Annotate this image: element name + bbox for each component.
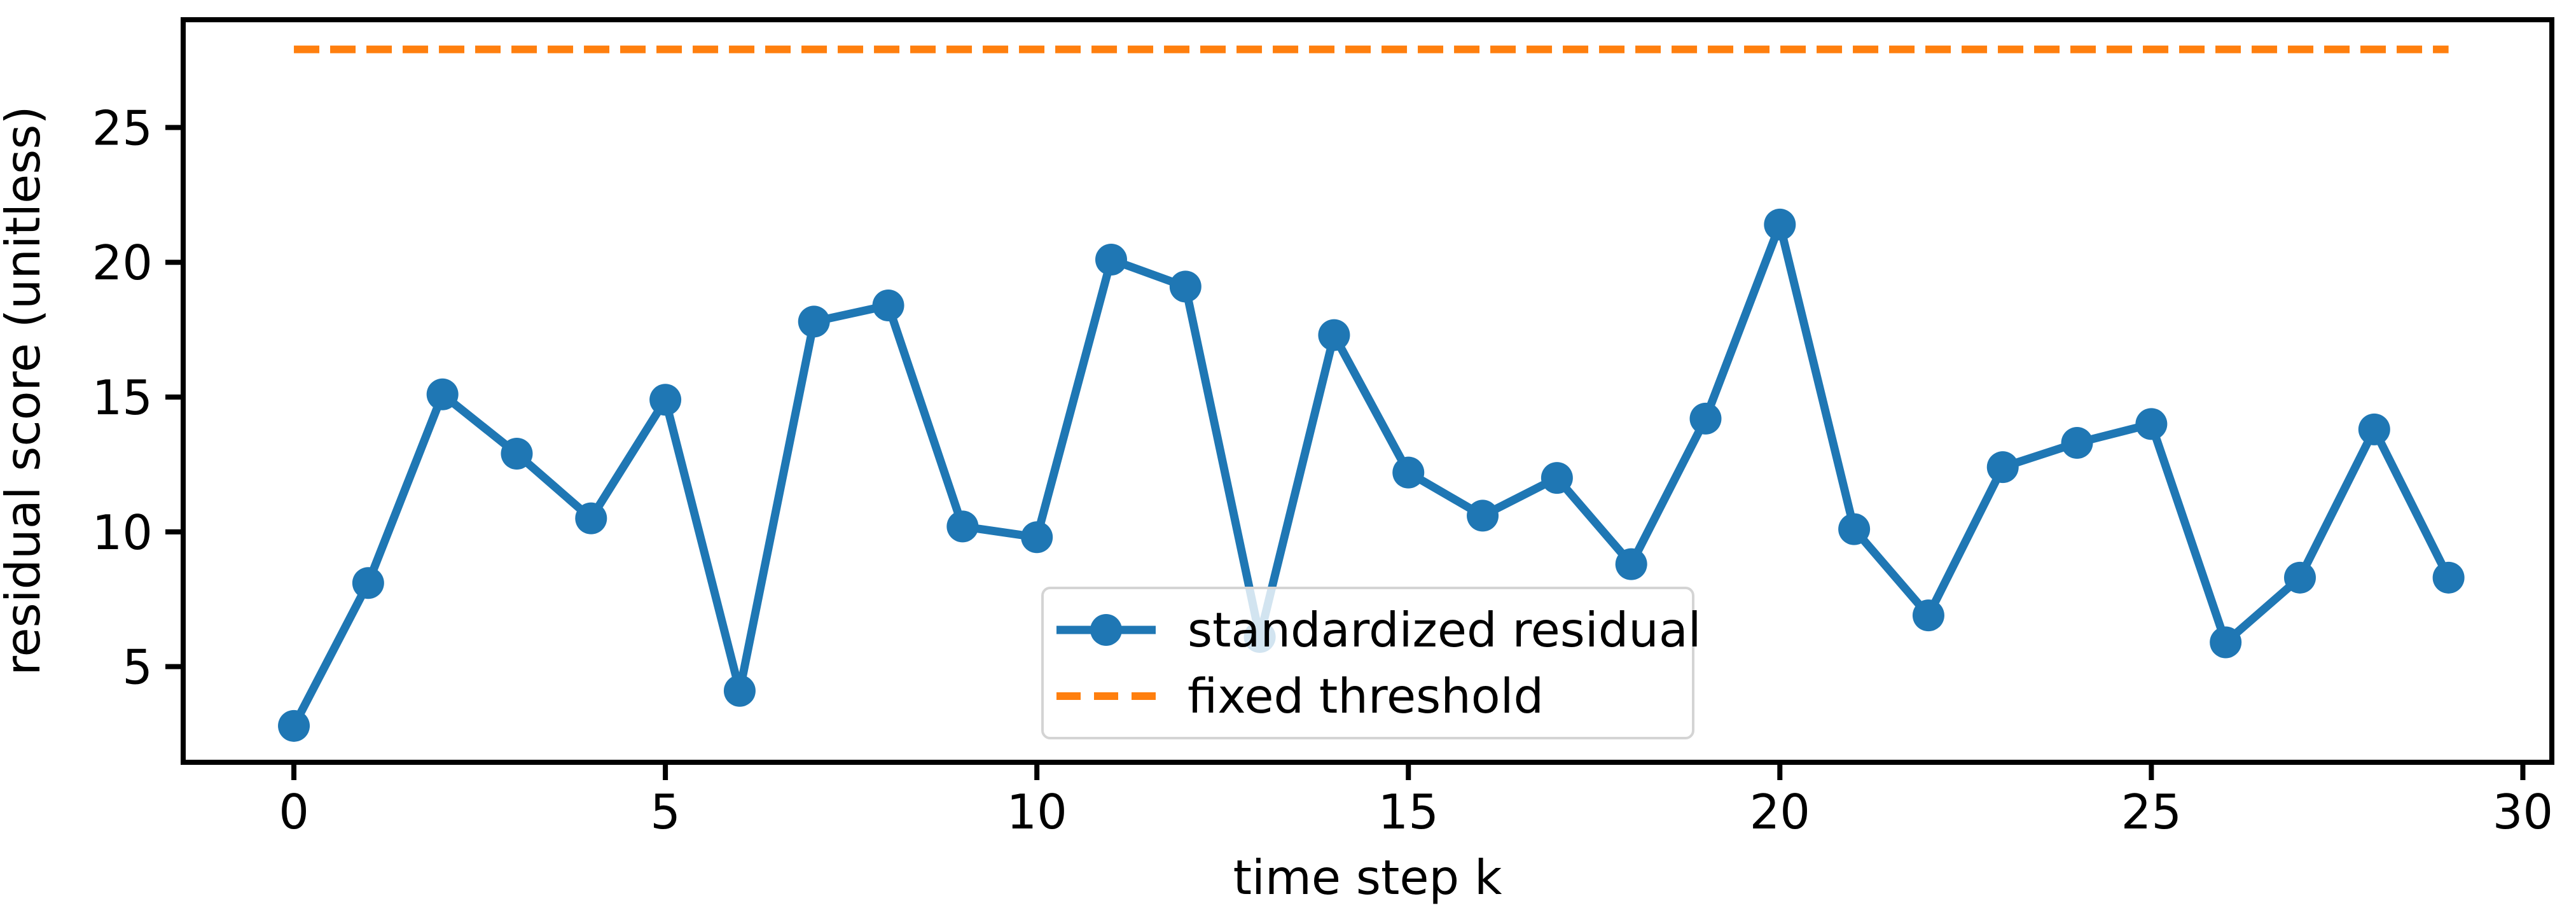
data-point-marker [1764,208,1796,241]
data-point-marker [2284,561,2316,594]
data-point-marker [1169,270,1201,303]
x-tick-label: 25 [2121,784,2182,840]
y-tick-label: 5 [122,639,153,695]
x-tick-label: 20 [1750,784,1810,840]
x-tick-label: 5 [650,784,681,840]
y-tick-label: 25 [92,100,153,156]
legend-label: fixed threshold [1188,668,1544,724]
data-point-marker [1838,513,1871,545]
data-point-marker [1912,599,1944,632]
data-point-marker [2135,408,2168,440]
legend-entry-fixed-threshold: fixed threshold [1056,663,1692,729]
data-point-marker [798,305,830,338]
series-layer [278,208,2465,742]
data-point-marker [1615,548,1647,580]
data-point-marker [1541,462,1573,494]
data-point-marker [1021,521,1053,554]
data-point-marker [1318,319,1350,351]
y-tick-label: 15 [92,370,153,426]
data-point-marker [2358,413,2390,445]
data-point-marker [1392,456,1425,489]
data-point-marker [352,567,384,599]
data-point-marker [278,709,310,742]
data-point-marker [1689,402,1722,435]
data-point-marker [501,437,533,470]
x-axis-label: time step k [1233,849,1502,905]
y-axis-label: residual score (unitless) [0,106,51,675]
x-tick-label: 0 [279,784,309,840]
data-point-marker [872,290,904,322]
y-tick-label: 10 [92,505,153,561]
y-tick-label: 20 [92,235,153,291]
data-point-marker [1095,243,1127,276]
data-point-marker [2061,427,2093,459]
data-point-marker [575,502,607,534]
data-point-marker [2432,561,2465,594]
data-point-marker [2210,626,2242,659]
x-tick-label: 10 [1006,784,1067,840]
data-point-marker [1986,451,2019,484]
x-tick-label: 15 [1378,784,1439,840]
axis-spines [181,17,2554,765]
line-with-marker-icon [1056,614,1156,646]
x-tick-label: 30 [2493,784,2553,840]
axes-layer [165,17,2554,780]
tick-labels-layer: 0 5 10 15 20 25 30 5 10 15 20 25 [92,100,2554,840]
data-point-marker [946,510,979,543]
legend-entry-standardized-residual: standardized residual [1056,597,1701,663]
legend-label: standardized residual [1188,602,1701,658]
legend: standardized residual fixed threshold [1041,587,1701,739]
data-point-marker [1467,499,1499,532]
data-point-marker [426,378,459,410]
data-point-marker [723,674,756,707]
data-point-marker [649,384,682,416]
dashed-line-icon [1056,692,1156,700]
